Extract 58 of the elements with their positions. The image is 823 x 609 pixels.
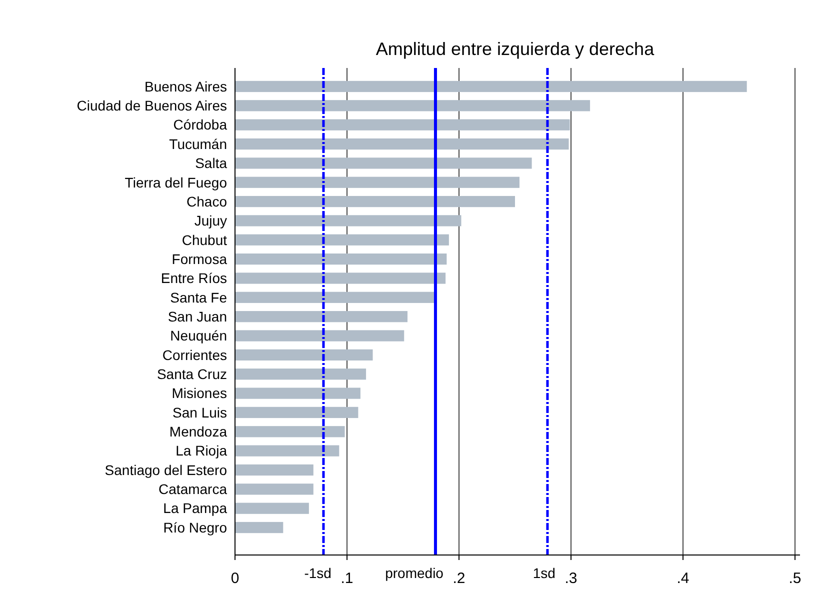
x-tick-label: .2 <box>452 570 466 587</box>
y-tick-label: Salta <box>195 155 228 172</box>
bar <box>235 330 404 342</box>
y-tick-label: San Luis <box>172 404 227 420</box>
ref-line-label: 1sd <box>532 565 556 581</box>
y-tick-label: Ciudad de Buenos Aires <box>76 98 227 114</box>
bar <box>235 426 345 438</box>
bar <box>235 215 462 226</box>
bar <box>235 119 570 130</box>
x-tick-label: .5 <box>788 570 802 587</box>
bar <box>235 311 408 322</box>
y-tick-label: Buenos Aires <box>144 78 227 94</box>
bar <box>235 349 373 360</box>
y-tick-label: Mendoza <box>169 424 228 440</box>
bar <box>235 176 520 188</box>
bar <box>235 484 314 495</box>
y-tick-label: Chaco <box>186 193 228 210</box>
bar <box>235 254 447 265</box>
y-tick-label: Santa Cruz <box>156 366 227 382</box>
bar <box>235 292 434 303</box>
y-tick-label: Chubut <box>182 232 228 248</box>
bar <box>235 445 340 456</box>
x-tick-label: 0 <box>230 570 240 587</box>
x-tick-label: .4 <box>676 570 690 587</box>
y-tick-label: Córdoba <box>173 116 228 133</box>
chart-title: Amplitud entre izquierda y derecha <box>376 39 656 59</box>
ref-line-label: -1sd <box>304 565 332 581</box>
y-tick-label: Río Negro <box>163 519 228 536</box>
bar <box>235 80 747 92</box>
y-tick-label: Santa Fe <box>170 289 228 306</box>
y-tick-label: Corrientes <box>162 346 227 363</box>
bar <box>235 522 284 534</box>
y-tick-label: Formosa <box>172 250 228 267</box>
y-tick-label: Tucumán <box>169 136 227 152</box>
y-tick-label: Misiones <box>172 385 227 402</box>
bar <box>235 502 309 514</box>
y-tick-label: Entre Ríos <box>160 270 227 286</box>
x-tick-label: .3 <box>564 570 578 587</box>
y-tick-label: La Pampa <box>163 500 228 516</box>
bar <box>235 272 446 284</box>
y-tick-label: Santiago del Estero <box>104 462 228 478</box>
y-tick-label: San Juan <box>168 308 227 324</box>
y-tick-label: Catamarca <box>158 481 228 498</box>
y-tick-label: Jujuy <box>194 212 227 229</box>
y-tick-label: Tierra del Fuego <box>124 174 228 190</box>
x-tick-label: .1 <box>340 570 354 587</box>
bar <box>235 388 360 399</box>
bar <box>235 158 532 169</box>
ref-line-label: promedio <box>385 565 444 581</box>
bar <box>235 464 314 476</box>
bar <box>235 406 358 418</box>
y-tick-label: Neuquén <box>170 328 227 344</box>
bar <box>235 100 590 112</box>
bar <box>235 138 569 150</box>
bar <box>235 234 449 246</box>
bar <box>235 368 366 380</box>
y-tick-label: La Rioja <box>176 442 228 459</box>
bar <box>235 196 515 208</box>
